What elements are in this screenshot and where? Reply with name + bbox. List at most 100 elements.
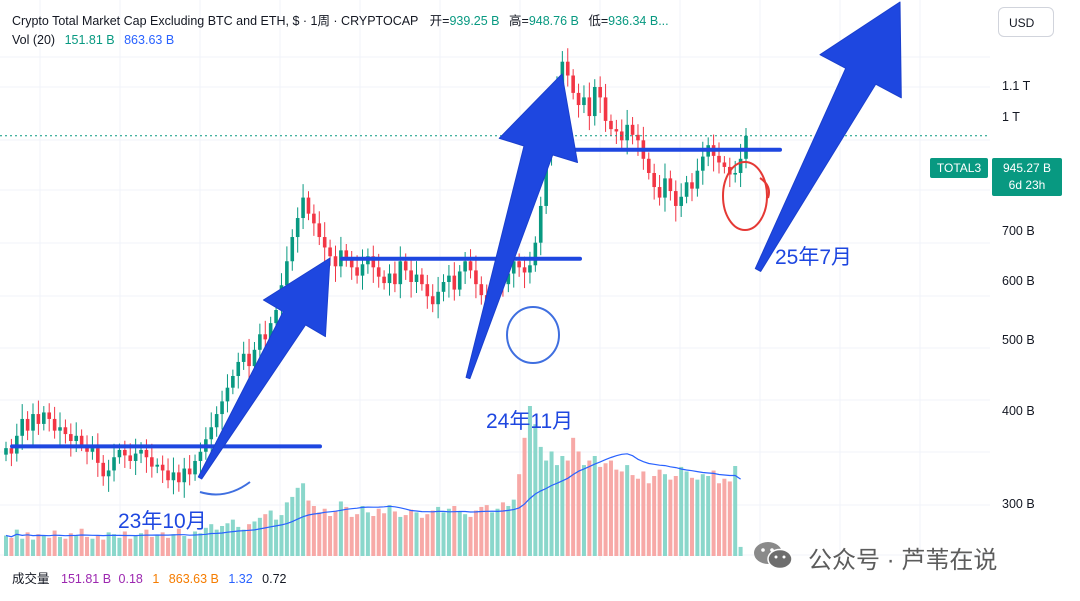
volume-bar	[4, 535, 8, 556]
volume-bar	[463, 514, 468, 556]
candle-body	[263, 334, 268, 340]
candle-body	[117, 449, 122, 458]
last-price-badge: 945.27 B 6d 23h	[992, 158, 1062, 196]
volume-bar	[58, 536, 63, 556]
volume-bar	[20, 538, 25, 556]
volume-bar	[176, 528, 181, 556]
volume-bar	[673, 476, 678, 556]
volume-bar	[263, 514, 268, 556]
candle-body	[430, 296, 435, 305]
volume-bar	[695, 479, 700, 556]
volume-bar	[36, 534, 41, 556]
volume-bar	[95, 536, 100, 556]
candle-body	[133, 453, 138, 461]
volume-bar	[160, 532, 165, 556]
volume-bar	[306, 500, 311, 556]
volume-bar	[14, 529, 19, 556]
volume-bar	[689, 477, 694, 556]
volume-bar	[79, 528, 84, 556]
volume-bar	[409, 509, 414, 556]
candle-body	[517, 261, 521, 268]
volume-bottom-legend[interactable]: 成交量 151.81 B 0.18 1 863.63 B 1.32 0.72	[12, 568, 287, 587]
volume-bar	[360, 506, 365, 556]
volume-bar	[565, 460, 570, 556]
candle-body	[652, 172, 656, 188]
volume-bar	[430, 510, 435, 556]
volume-bar	[700, 474, 705, 556]
candle-body	[36, 414, 41, 424]
volume-bar	[733, 466, 738, 556]
candle-body	[63, 427, 68, 435]
volume-bar	[74, 535, 79, 556]
open-label: 开=	[429, 14, 450, 28]
candle-body	[74, 435, 79, 442]
volume-bar	[230, 519, 235, 556]
volume-bar	[203, 527, 208, 556]
candle-body	[301, 197, 305, 219]
volume-bar	[587, 460, 592, 556]
volume-bar	[484, 505, 489, 556]
volume-bar	[490, 512, 495, 556]
candle-body	[544, 151, 548, 206]
volume-bar	[592, 456, 597, 556]
y-tick-label: 300 B	[1002, 497, 1035, 511]
candle-body	[322, 237, 327, 248]
volume-bar	[90, 538, 95, 556]
volume-bar	[101, 539, 106, 556]
candle-body	[69, 434, 73, 442]
candle-body	[231, 375, 235, 388]
candle-body	[9, 448, 14, 454]
volume-bottom-v5: 1.32	[228, 572, 253, 586]
candle-body	[247, 353, 251, 367]
candle-body	[387, 273, 392, 284]
volume-bar	[679, 466, 684, 556]
volume-bar	[225, 523, 230, 556]
volume-bar	[166, 537, 171, 556]
candle-body	[479, 284, 484, 296]
volume-bar	[333, 511, 338, 556]
candle-body	[47, 412, 52, 419]
volume-bar	[511, 499, 516, 556]
highlight-circle-2025	[722, 161, 768, 231]
volume-bar	[311, 506, 316, 556]
volume-bar	[322, 508, 327, 556]
volume-bar	[149, 536, 154, 556]
volume-bar	[452, 506, 457, 556]
candle-body	[576, 92, 581, 106]
candle-body	[447, 275, 451, 283]
y-tick-label: 400 B	[1002, 404, 1035, 419]
candles	[4, 48, 748, 498]
candle-body	[587, 97, 592, 117]
volume-bar	[117, 537, 122, 556]
candle-body	[171, 472, 176, 481]
candle-body	[295, 218, 300, 238]
volume-bar	[441, 512, 446, 556]
volume-bar	[398, 516, 403, 556]
candle-body	[106, 470, 111, 477]
candle-body	[155, 464, 160, 467]
bar-countdown: 6d 23h	[1008, 178, 1046, 192]
candle-body	[349, 260, 354, 268]
last-price: 945.27 B	[1002, 161, 1052, 175]
currency-button[interactable]: USD	[998, 7, 1054, 37]
candle-body	[312, 213, 316, 224]
volume-bar	[517, 474, 522, 556]
candle-body	[474, 270, 478, 285]
candle-body	[533, 242, 538, 266]
candle-body	[603, 97, 608, 121]
volume-bar	[549, 451, 554, 556]
trend-arrows	[197, 1, 902, 480]
volume-bar	[668, 479, 673, 556]
volume-bar	[652, 476, 657, 556]
volume-bar	[403, 515, 408, 556]
candle-body	[187, 468, 192, 475]
candle-body	[609, 120, 613, 130]
volume-legend[interactable]: Vol (20) 151.81 B 863.63 B	[12, 33, 174, 47]
candle-body	[198, 451, 203, 461]
volume-bar	[365, 512, 370, 556]
candle-body	[598, 87, 602, 98]
y-tick-label: 1 T	[1002, 109, 1020, 124]
candle-body	[393, 273, 397, 285]
